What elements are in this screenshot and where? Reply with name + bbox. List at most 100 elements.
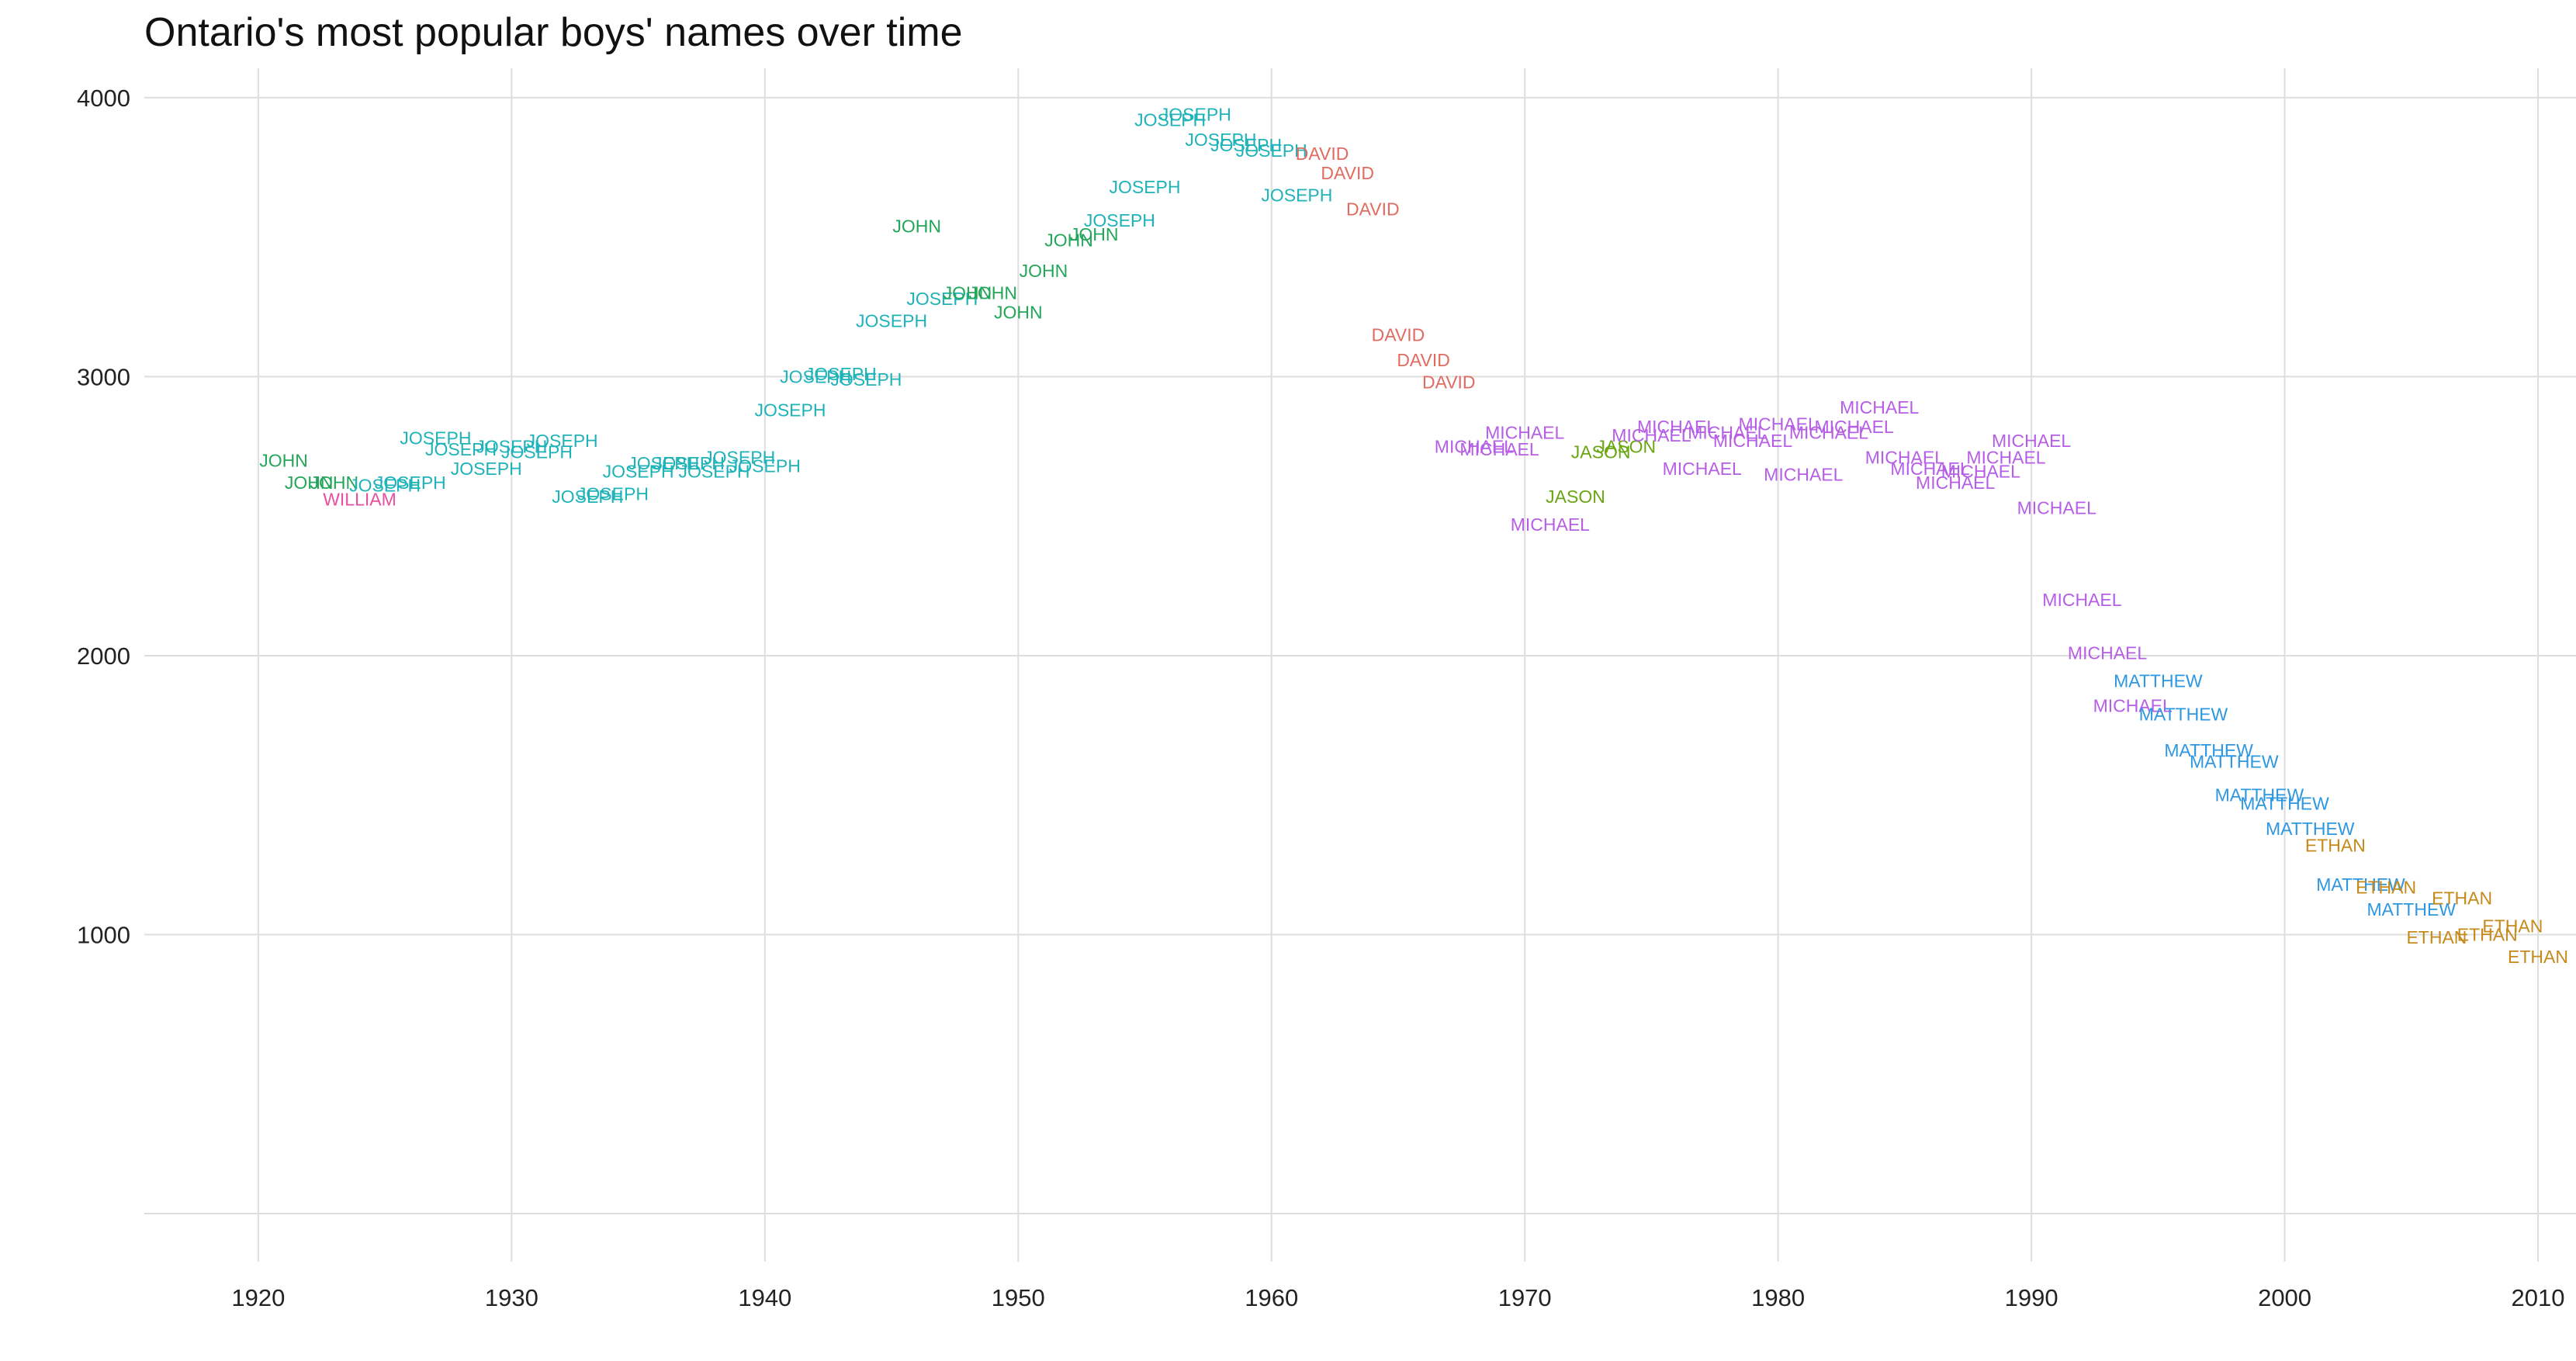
data-point-label: JOSEPH (906, 289, 978, 309)
data-point-label: JOSEPH (577, 483, 649, 504)
data-point-label: MICHAEL (1941, 462, 2020, 482)
data-point-label: JOSEPH (830, 369, 902, 390)
data-point-label: JOSEPH (501, 442, 573, 462)
data-point-label: DAVID (1346, 199, 1400, 220)
data-point-label: JOHN (1070, 224, 1119, 244)
data-point-label: WILLIAM (323, 490, 396, 510)
data-point-label: JASON (1546, 487, 1605, 507)
data-point-label: JOSEPH (729, 455, 801, 476)
x-tick-label: 1960 (1245, 1284, 1298, 1311)
data-point-label: JOHN (285, 473, 334, 493)
data-point-label: JOHN (259, 450, 308, 470)
data-point-label: JOSEPH (425, 439, 497, 459)
x-tick-label: 1980 (1751, 1284, 1805, 1311)
data-point-label: DAVID (1372, 325, 1425, 345)
data-point-label: JASON (1596, 436, 1656, 456)
data-point-label: MICHAEL (1814, 417, 1893, 437)
axes: 1000 2000 3000 4000 1920 1930 1940 1950 1960 1970… (77, 85, 2564, 1311)
data-point-label: MATTHEW (2266, 819, 2355, 839)
data-point-label: ETHAN (2356, 877, 2416, 897)
data-point-label: MICHAEL (1713, 431, 1792, 451)
data-point-label: JOSEPH (1261, 185, 1332, 206)
data-point-label: JASON (1571, 442, 1631, 462)
data-point-label: MICHAEL (1485, 422, 1564, 442)
data-point-label: JOSEPH (476, 436, 547, 456)
data-point-label: MICHAEL (2017, 497, 2096, 518)
data-point-label: JOHN (943, 283, 992, 303)
y-tick-label: 3000 (77, 363, 130, 390)
data-point-label: MATTHEW (2240, 794, 2329, 814)
data-point-label: MICHAEL (1916, 473, 1995, 493)
y-tick-label: 1000 (77, 921, 130, 948)
data-point-label: JOSEPH (349, 476, 421, 496)
data-point-label: ETHAN (2305, 835, 2366, 855)
grid (144, 68, 2576, 1262)
data-point-label: MICHAEL (1663, 459, 1742, 479)
data-point-label: JOSEPH (653, 453, 725, 473)
y-tick-label: 2000 (77, 642, 130, 670)
x-tick-label: 1990 (2005, 1284, 2058, 1311)
data-point-label: MICHAEL (2093, 696, 2173, 716)
data-point-label: DAVID (1296, 144, 1349, 164)
data-point-label: JOHN (1044, 230, 1093, 250)
x-tick-label: 1920 (231, 1284, 285, 1311)
data-point-label: ETHAN (2457, 924, 2518, 944)
data-labels: JOHNJOHNJOHNWILLIAMJOSEPHJOSEPHJOSEPHJOS… (259, 104, 2568, 967)
data-point-label: MICHAEL (1966, 448, 2045, 468)
data-point-label: MICHAEL (1739, 414, 1818, 435)
data-point-label: JOSEPH (1084, 210, 1155, 230)
data-point-label: MICHAEL (1789, 422, 1868, 442)
data-point-label: MICHAEL (1764, 464, 1843, 484)
data-point-label: JOHN (994, 303, 1043, 323)
data-point-label: MICHAEL (1840, 397, 1919, 417)
data-point-label: ETHAN (2508, 947, 2568, 967)
data-point-label: JOSEPH (603, 462, 674, 482)
data-point-label: MICHAEL (1637, 417, 1716, 437)
data-point-label: JOSEPH (780, 366, 851, 386)
data-point-label: JOSEPH (856, 311, 927, 331)
data-point-label: MATTHEW (2164, 740, 2253, 760)
data-point-label: MATTHEW (2114, 670, 2203, 691)
data-point-label: JOSEPH (1134, 110, 1206, 130)
data-point-label: MICHAEL (2068, 642, 2147, 663)
data-point-label: DAVID (1397, 350, 1450, 370)
data-point-label: MICHAEL (1511, 514, 1590, 535)
data-point-label: JOHN (892, 216, 941, 236)
data-point-label: MICHAEL (1890, 459, 1969, 479)
data-point-label: JOSEPH (754, 400, 826, 421)
data-point-label: MICHAEL (1865, 448, 1944, 468)
data-point-label: DAVID (1321, 163, 1374, 183)
data-point-label: MATTHEW (2367, 899, 2457, 919)
data-point-label: MICHAEL (1459, 439, 1539, 459)
data-point-label: MICHAEL (1992, 431, 2071, 451)
data-point-label: MATTHEW (2190, 752, 2279, 772)
data-point-label: JOSEPH (1210, 135, 1282, 155)
x-tick-label: 2000 (2258, 1284, 2311, 1311)
data-point-label: MICHAEL (2042, 590, 2121, 610)
data-point-label: JOHN (310, 473, 359, 493)
data-point-label: DAVID (1422, 372, 1476, 393)
data-point-label: MICHAEL (1688, 422, 1767, 442)
data-point-label: JOSEPH (704, 448, 775, 468)
x-tick-label: 1940 (738, 1284, 791, 1311)
data-point-label: MICHAEL (1435, 436, 1514, 456)
data-point-label: ETHAN (2406, 927, 2467, 947)
data-point-label: JOSEPH (1236, 140, 1307, 161)
data-point-label: ETHAN (2482, 916, 2543, 937)
data-point-label: JOHN (1020, 261, 1068, 281)
data-point-label: JOSEPH (1109, 177, 1180, 197)
data-point-label: MATTHEW (2215, 785, 2304, 805)
x-tick-label: 1970 (1498, 1284, 1552, 1311)
data-point-label: MATTHEW (2316, 874, 2405, 895)
x-tick-label: 1930 (485, 1284, 538, 1311)
data-point-label: JOSEPH (375, 473, 446, 493)
data-point-label: JOSEPH (451, 459, 522, 479)
data-point-label: JOHN (968, 283, 1017, 303)
data-point-label: JOSEPH (400, 428, 471, 448)
data-point-label: JOSEPH (628, 453, 699, 473)
y-tick-label: 4000 (77, 85, 130, 112)
data-point-label: JOSEPH (679, 462, 750, 482)
data-point-label: JOSEPH (1185, 130, 1256, 150)
data-point-label: JOSEPH (805, 364, 877, 384)
